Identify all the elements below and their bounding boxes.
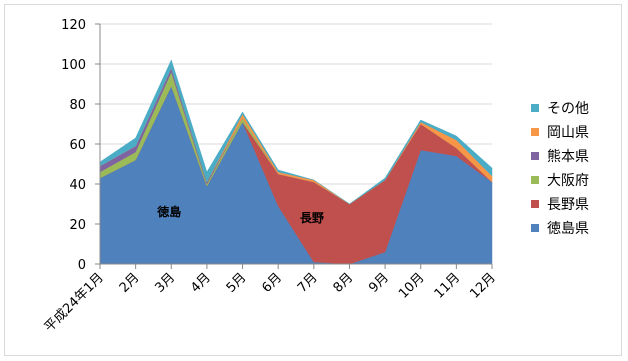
legend-label: その他 bbox=[547, 101, 589, 117]
y-tick-label: 100 bbox=[61, 58, 86, 73]
legend-swatch bbox=[531, 176, 539, 184]
legend-swatch bbox=[531, 224, 539, 232]
legend-label: 大阪府 bbox=[547, 173, 589, 189]
x-tick-label: 10月 bbox=[396, 270, 427, 301]
x-tick-label: 5月 bbox=[224, 270, 250, 296]
legend-swatch bbox=[531, 200, 539, 208]
y-tick-label: 120 bbox=[61, 18, 86, 33]
x-tick-label: 2月 bbox=[117, 270, 143, 296]
legend-swatch bbox=[531, 152, 539, 160]
x-tick-label: 9月 bbox=[366, 270, 392, 296]
x-tick-label: 8月 bbox=[331, 270, 357, 296]
legend-label: 徳島県 bbox=[547, 221, 589, 237]
x-tick-label: 6月 bbox=[259, 270, 285, 296]
axes bbox=[95, 23, 493, 269]
x-tick-label: 平成24年1月 bbox=[42, 270, 107, 335]
y-tick-labels: 0 20 40 60 80 100 120 bbox=[61, 18, 86, 273]
legend-swatch bbox=[531, 104, 539, 112]
x-tick-label: 11月 bbox=[432, 270, 463, 301]
x-tick-labels: 平成24年1月 2月 3月 4月 5月 6月 7月 8月 9月 10月 11月 12月 bbox=[42, 270, 499, 335]
y-tick-label: 60 bbox=[69, 138, 86, 153]
x-tick-label: 7月 bbox=[295, 270, 321, 296]
y-tick-label: 80 bbox=[69, 98, 86, 113]
legend-swatch bbox=[531, 128, 539, 136]
legend-label: 岡山県 bbox=[547, 125, 589, 141]
legend-label: 熊本県 bbox=[547, 149, 589, 165]
x-tick-label: 3月 bbox=[152, 270, 178, 296]
area-6 bbox=[99, 59, 493, 205]
x-tick-label: 12月 bbox=[467, 270, 498, 301]
y-tick-label: 20 bbox=[69, 218, 86, 233]
x-tick-label: 4月 bbox=[188, 270, 214, 296]
y-tick-label: 40 bbox=[69, 178, 86, 193]
legend-label: 長野県 bbox=[547, 197, 589, 213]
annotations: 徳島 長野 bbox=[156, 204, 324, 225]
annotation-label: 長野 bbox=[300, 210, 324, 225]
area-series bbox=[99, 59, 493, 265]
y-tick-label: 0 bbox=[78, 258, 86, 273]
annotation-label: 徳島 bbox=[156, 204, 181, 219]
